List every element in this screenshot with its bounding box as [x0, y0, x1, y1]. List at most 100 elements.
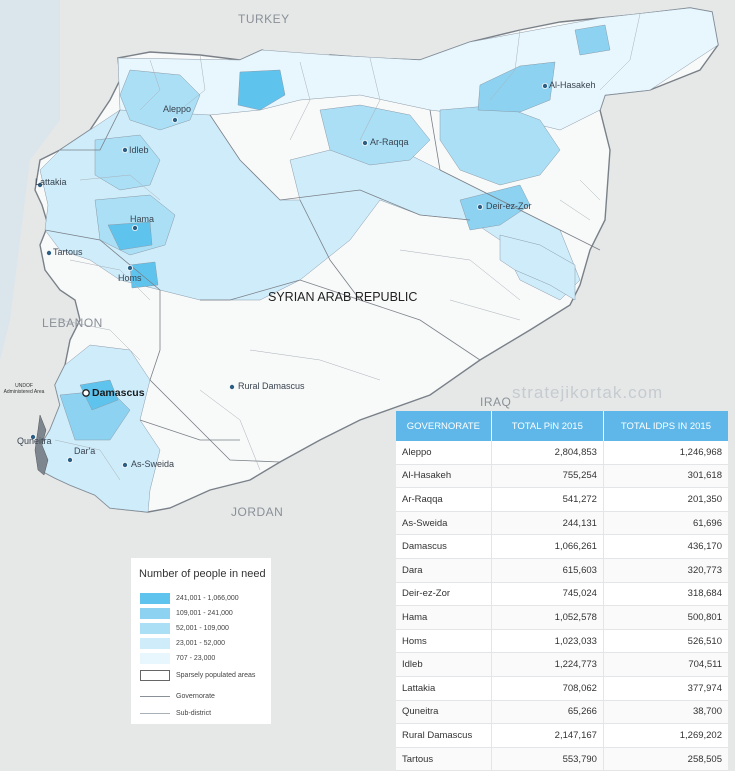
- region-class-1-hama: [107, 221, 153, 251]
- legend-label: 52,001 - 109,000: [176, 625, 229, 632]
- region-class-3-idleb: [94, 134, 161, 191]
- cell-pin: 1,066,261: [491, 534, 604, 559]
- country-label-turkey: TURKEY: [238, 12, 290, 26]
- table-row: As-Sweida 244,131 61,696: [396, 511, 728, 536]
- header-total-idps: TOTAL IDPS IN 2015: [603, 411, 728, 441]
- region-class-3: [119, 69, 201, 131]
- legend-label: Sparsely populated areas: [176, 672, 256, 679]
- legend-label: 241,001 - 1,066,000: [176, 595, 239, 602]
- cell-idps: 500,801: [603, 605, 728, 630]
- table-row: Idleb 1,224,773 704,511: [396, 652, 728, 677]
- cell-pin: 1,023,033: [491, 629, 604, 654]
- legend-item: Sparsely populated areas: [140, 670, 255, 681]
- cell-pin: 244,131: [491, 511, 604, 536]
- marker-quneitra: [29, 433, 36, 440]
- marker-aleppo: [171, 117, 178, 124]
- region-class-2: [459, 184, 531, 231]
- table-row: Rural Damascus 2,147,167 1,269,202: [396, 723, 728, 748]
- table-row: Homs 1,023,033 526,510: [396, 629, 728, 654]
- map-legend: Number of people in need 241,001 - 1,066…: [131, 558, 271, 724]
- cell-governorate: Damascus: [396, 534, 492, 559]
- city-label-hasakeh: Al-Hasakeh: [549, 80, 596, 90]
- cell-idps: 704,511: [603, 652, 728, 677]
- table-row: Lattakia 708,062 377,974: [396, 676, 728, 701]
- city-label-homs: Homs: [118, 273, 142, 283]
- cell-governorate: Homs: [396, 629, 492, 654]
- table-row: Hama 1,052,578 500,801: [396, 605, 728, 630]
- legend-swatch: [140, 653, 170, 664]
- marker-rural-damascus: [228, 383, 235, 390]
- table-header-row: GOVERNORATE TOTAL PiN 2015 TOTAL IDPS IN…: [396, 411, 728, 441]
- legend-line-item: Sub-district: [140, 708, 211, 719]
- city-label-damascus: Damascus: [92, 387, 145, 399]
- need-classes: [37, 7, 719, 513]
- cell-idps: 1,269,202: [603, 723, 728, 748]
- table-body: Aleppo 2,804,853 1,246,968 Al-Hasakeh 755,2…: [396, 441, 728, 771]
- cell-pin: 708,062: [491, 676, 604, 701]
- legend-line-sub-district: [140, 713, 170, 714]
- marker-damascus: [82, 389, 90, 397]
- pin-idps-table: GOVERNORATE TOTAL PiN 2015 TOTAL IDPS IN…: [396, 411, 728, 771]
- cell-governorate: As-Sweida: [396, 511, 492, 536]
- mediterranean-sea: [0, 0, 60, 360]
- legend-swatch: [140, 593, 170, 604]
- legend-label: Governorate: [176, 693, 215, 700]
- cell-idps: 377,974: [603, 676, 728, 701]
- sub-district-lines: [54, 13, 641, 481]
- cell-idps: 258,505: [603, 747, 728, 771]
- cell-governorate: Hama: [396, 605, 492, 630]
- undof-area: [34, 414, 49, 476]
- cell-idps: 526,510: [603, 629, 728, 654]
- table-row: Quneitra 65,266 38,700: [396, 700, 728, 725]
- legend-line-governorate: [140, 696, 170, 697]
- city-label-raqqa: Ar-Raqqa: [370, 137, 409, 147]
- legend-swatch: [140, 638, 170, 649]
- table-row: Dara 615,603 320,773: [396, 558, 728, 583]
- cell-governorate: Deir-ez-Zor: [396, 582, 492, 607]
- marker-idleb: [122, 146, 129, 153]
- region-class-1-north: [574, 24, 611, 56]
- country-label-iraq: IRAQ: [480, 395, 512, 409]
- cell-pin: 1,224,773: [491, 652, 604, 677]
- city-label-tartous: Tartous: [53, 247, 83, 257]
- marker-sweida: [122, 461, 129, 468]
- undof-label: UNDOF Administered Area: [3, 383, 45, 395]
- governorate-lines: [44, 109, 601, 463]
- table-row: Al-Hasakeh 755,254 301,618: [396, 464, 728, 489]
- cell-idps: 201,350: [603, 487, 728, 512]
- region-class-3-raqqa: [319, 104, 431, 166]
- table-row: Ar-Raqqa 541,272 201,350: [396, 487, 728, 512]
- marker-tartous: [46, 249, 53, 256]
- legend-item: 707 - 23,000: [140, 653, 215, 664]
- cell-idps: 320,773: [603, 558, 728, 583]
- cell-pin: 615,603: [491, 558, 604, 583]
- header-governorate: GOVERNORATE: [396, 411, 492, 441]
- cell-pin: 553,790: [491, 747, 604, 771]
- cell-idps: 61,696: [603, 511, 728, 536]
- city-label-idleb: Idleb: [129, 145, 149, 155]
- legend-item: 23,001 - 52,000: [140, 638, 225, 649]
- region-class-5-deir: [499, 234, 576, 301]
- legend-swatch: [140, 608, 170, 619]
- legend-item: 241,001 - 1,066,000: [140, 593, 239, 604]
- watermark: stratejikortak.com: [512, 383, 664, 402]
- marker-hasakeh: [542, 83, 549, 90]
- header-total-pin: TOTAL PiN 2015: [491, 411, 604, 441]
- table-row: Damascus 1,066,261 436,170: [396, 534, 728, 559]
- cell-pin: 2,804,853: [491, 441, 604, 465]
- cell-governorate: Ar-Raqqa: [396, 487, 492, 512]
- table-row: Deir-ez-Zor 745,024 318,684: [396, 582, 728, 607]
- legend-swatch: [140, 670, 170, 681]
- cell-pin: 1,052,578: [491, 605, 604, 630]
- cell-idps: 1,246,968: [603, 441, 728, 465]
- cell-governorate: Quneitra: [396, 700, 492, 725]
- cell-idps: 301,618: [603, 464, 728, 489]
- city-label-sweida: As-Sweida: [131, 459, 175, 469]
- legend-line-item: Governorate: [140, 691, 215, 702]
- cell-governorate: Tartous: [396, 747, 492, 771]
- city-label-rural-damascus: Rural Damascus: [238, 381, 305, 391]
- marker-dara: [67, 456, 74, 463]
- legend-label: Sub-district: [176, 710, 212, 717]
- marker-hama: [131, 224, 138, 231]
- region-class-1-hasakeh: [477, 61, 556, 113]
